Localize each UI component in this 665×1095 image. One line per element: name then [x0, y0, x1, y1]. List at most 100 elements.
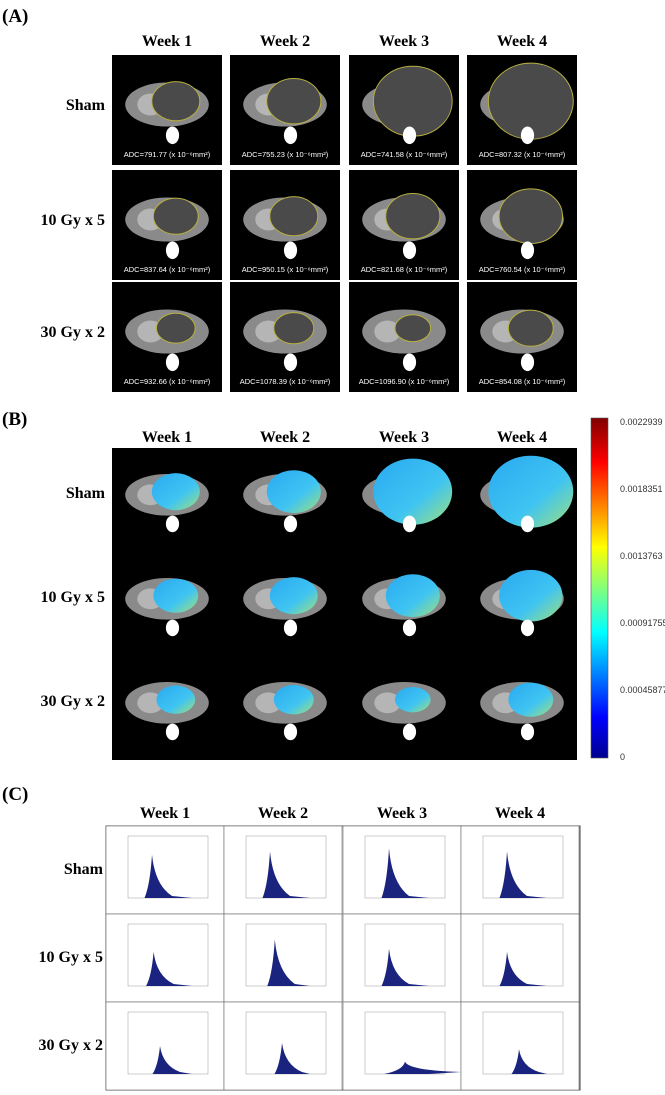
histogram-bars [144, 854, 192, 898]
histogram [460, 825, 580, 915]
bladder [402, 353, 417, 372]
histogram-bars [511, 1049, 547, 1074]
histogram [105, 825, 225, 915]
histogram [223, 825, 343, 915]
adc-value: ADC=791.77 (x 10⁻⁶mm²) [124, 150, 211, 159]
histogram-bars [381, 848, 429, 898]
tumor [156, 685, 196, 714]
row-label: Sham [66, 485, 106, 502]
mri-image [467, 448, 577, 552]
brain-detail [374, 320, 401, 343]
mri-image: ADC=854.08 (x 10⁻⁶mm²) [467, 282, 577, 392]
tumor [273, 684, 314, 715]
bladder [283, 723, 298, 741]
bladder [165, 515, 180, 533]
adc-value: ADC=741.58 (x 10⁻⁶mm²) [361, 150, 448, 159]
bladder [283, 353, 298, 372]
mri-image [112, 656, 222, 760]
column-header: Week 3 [377, 805, 427, 822]
column-header: Week 4 [495, 805, 545, 822]
histogram-cell [105, 913, 225, 1003]
bladder [520, 353, 535, 372]
histogram-cell [105, 1001, 225, 1091]
colorbar-tick-label: 0.0013763 [620, 551, 663, 561]
histogram-cell [223, 1001, 343, 1091]
mri-image [112, 552, 222, 656]
adc-value: ADC=760.54 (x 10⁻⁶mm²) [479, 265, 566, 274]
bladder [520, 126, 535, 145]
row-label: 30 Gy x 2 [39, 1037, 103, 1054]
histogram-bars [146, 951, 192, 986]
bladder [283, 241, 298, 260]
column-header: Week 4 [497, 429, 547, 446]
tumor [153, 578, 199, 613]
histogram [460, 1001, 580, 1091]
panel-label: (B) [2, 409, 27, 430]
histogram-cell [460, 825, 580, 915]
histogram-cell [342, 825, 462, 915]
column-header: Week 1 [140, 805, 190, 822]
bladder [165, 241, 180, 260]
adc-value: ADC=932.66 (x 10⁻⁶mm²) [124, 377, 211, 386]
bladder [520, 619, 535, 637]
histogram [342, 1001, 462, 1091]
bladder [165, 353, 180, 372]
tumor [155, 312, 196, 344]
histogram-bars [384, 1061, 461, 1074]
mri-image: ADC=755.23 (x 10⁻⁶mm²) [230, 55, 340, 165]
histogram [460, 913, 580, 1003]
tumor [385, 574, 440, 618]
tumor [373, 458, 453, 525]
histogram-cell [342, 1001, 462, 1091]
colorbar-tick-label: 0.00091755 [620, 618, 665, 628]
histogram-bars [499, 851, 547, 898]
adc-value: ADC=807.32 (x 10⁻⁶mm²) [479, 150, 566, 159]
bladder [283, 515, 298, 533]
colorbar-tick-label: 0.00045877 [620, 685, 665, 695]
histogram-cell [105, 825, 225, 915]
tumor [151, 81, 201, 122]
histogram-bars [262, 851, 310, 898]
panel-label: (A) [2, 6, 28, 27]
adc-value: ADC=755.23 (x 10⁻⁶mm²) [242, 150, 329, 159]
mri-image: ADC=1078.39 (x 10⁻⁶mm²) [230, 282, 340, 392]
column-header: Week 1 [142, 429, 192, 446]
histogram [223, 1001, 343, 1091]
column-header: Week 2 [258, 805, 308, 822]
row-label: 30 Gy x 2 [41, 693, 105, 710]
bladder [165, 126, 180, 145]
colorbar-tick-label: 0.0018351 [620, 484, 663, 494]
histogram [105, 913, 225, 1003]
tumor [269, 577, 318, 615]
mri-image: ADC=807.32 (x 10⁻⁶mm²) [467, 55, 577, 165]
adc-value: ADC=1078.39 (x 10⁻⁶mm²) [240, 377, 331, 386]
bladder [402, 241, 417, 260]
tumor [152, 197, 199, 235]
mri-image: ADC=741.58 (x 10⁻⁶mm²) [349, 55, 459, 165]
tumor [385, 193, 441, 240]
column-header: Week 1 [142, 33, 192, 50]
colorbar-tick-label: 0 [620, 752, 625, 762]
mri-image [112, 448, 222, 552]
tumor [488, 455, 574, 528]
mri-image [467, 552, 577, 656]
bladder [520, 723, 535, 741]
histogram [342, 825, 462, 915]
histogram-bars [499, 951, 547, 986]
bladder [165, 723, 180, 741]
mri-image: ADC=760.54 (x 10⁻⁶mm²) [467, 170, 577, 280]
mri-image [349, 656, 459, 760]
column-header: Week 3 [379, 429, 429, 446]
bladder [520, 241, 535, 260]
histogram-bars [381, 948, 429, 986]
histogram-cell [223, 825, 343, 915]
panel-label: (C) [2, 784, 28, 805]
row-label: 10 Gy x 5 [41, 212, 105, 229]
mri-image: ADC=837.64 (x 10⁻⁶mm²) [112, 170, 222, 280]
bladder [402, 126, 417, 145]
colorbar [590, 417, 609, 759]
brain-detail [374, 692, 401, 714]
adc-value: ADC=950.15 (x 10⁻⁶mm²) [242, 265, 329, 274]
row-label: 30 Gy x 2 [41, 324, 105, 341]
